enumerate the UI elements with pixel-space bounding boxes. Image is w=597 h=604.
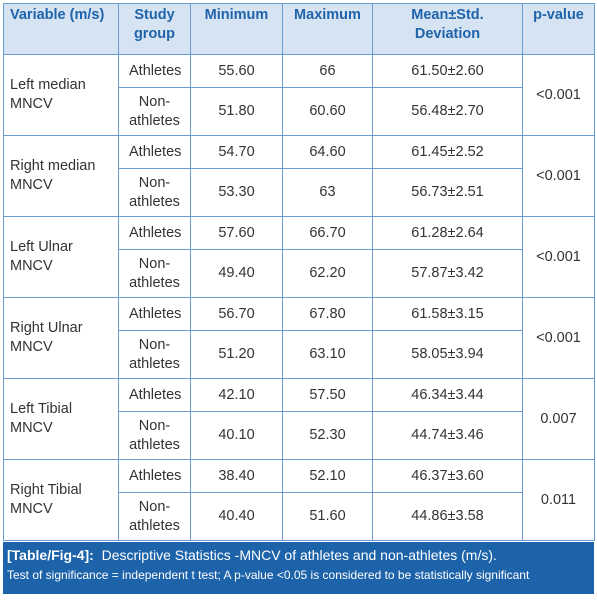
min-cell: 56.70 <box>190 297 283 331</box>
mean-sd-cell: 46.37±3.60 <box>372 459 523 493</box>
header-cell: Mean±Std. Deviation <box>372 3 523 55</box>
caption-note: Test of significance = independent t tes… <box>7 568 530 582</box>
mean-sd-cell: 44.74±3.46 <box>372 411 523 460</box>
table-row: Non-athletes 53.30 63 56.73±2.51 <box>4 168 595 217</box>
table-row: Right Tibial MNCV Athletes 38.40 52.10 46.37… <box>3 459 595 541</box>
data-table: Variable (m/s) Study group Minimum Maximum M… <box>3 3 595 541</box>
p-value-cell: <0.001 <box>522 54 595 136</box>
caption-text: Descriptive Statistics -MNCV of athletes… <box>101 547 497 563</box>
mean-sd-cell: 58.05±3.94 <box>372 330 523 379</box>
max-cell: 57.50 <box>282 378 373 412</box>
p-value-cell: <0.001 <box>522 297 595 379</box>
p-value-cell: <0.001 <box>522 135 595 217</box>
min-cell: 51.80 <box>190 87 283 136</box>
group-cell: Non-athletes <box>118 168 191 217</box>
max-cell: 63.10 <box>282 330 373 379</box>
max-cell: 64.60 <box>282 135 373 169</box>
group-cell: Athletes <box>118 54 191 88</box>
max-cell: 66.70 <box>282 216 373 250</box>
variable-cell: Right median MNCV <box>3 135 119 217</box>
group-cell: Athletes <box>118 378 191 412</box>
group-cell: Athletes <box>118 459 191 493</box>
mean-sd-cell: 61.45±2.52 <box>372 135 523 169</box>
header-cell: Minimum <box>190 3 283 55</box>
min-cell: 49.40 <box>190 249 283 298</box>
group-cell: Non-athletes <box>118 87 191 136</box>
mean-sd-cell: 56.48±2.70 <box>372 87 523 136</box>
mean-sd-cell: 46.34±3.44 <box>372 378 523 412</box>
variable-cell: Left Tibial MNCV <box>3 378 119 460</box>
variable-cell: Left median MNCV <box>3 54 119 136</box>
p-value-cell: 0.011 <box>522 459 595 541</box>
p-value-cell: <0.001 <box>522 216 595 298</box>
max-cell: 63 <box>282 168 373 217</box>
min-cell: 51.20 <box>190 330 283 379</box>
table-figure: Variable (m/s) Study group Minimum Maximum M… <box>3 3 595 594</box>
variable-cell: Right Tibial MNCV <box>3 459 119 541</box>
mean-sd-cell: 56.73±2.51 <box>372 168 523 217</box>
table-row: Non-athletes 40.40 51.60 44.86±3.58 <box>4 492 595 541</box>
min-cell: 55.60 <box>190 54 283 88</box>
max-cell: 51.60 <box>282 492 373 541</box>
mean-sd-cell: 61.58±3.15 <box>372 297 523 331</box>
max-cell: 62.20 <box>282 249 373 298</box>
table-row: Non-athletes 51.80 60.60 56.48±2.70 <box>4 87 595 136</box>
group-cell: Athletes <box>118 297 191 331</box>
table-row: Non-athletes 51.20 63.10 58.05±3.94 <box>4 330 595 379</box>
mean-sd-cell: 57.87±3.42 <box>372 249 523 298</box>
table-row: Left Tibial MNCV Athletes 42.10 57.50 46.34±… <box>3 378 595 460</box>
group-cell: Non-athletes <box>118 492 191 541</box>
header-cell: Study group <box>118 3 191 55</box>
table-row: Right Ulnar MNCV Athletes 56.70 67.80 61.58±… <box>3 297 595 379</box>
table-row: Right median MNCV Athletes 54.70 64.60 61.45… <box>3 135 595 217</box>
caption: [Table/Fig-4]: Descriptive Statistics -M… <box>3 542 594 594</box>
table-row: Left Ulnar MNCV Athletes 57.60 66.70 61.28±2… <box>3 216 595 298</box>
group-cell: Athletes <box>118 216 191 250</box>
min-cell: 38.40 <box>190 459 283 493</box>
variable-cell: Left Ulnar MNCV <box>3 216 119 298</box>
table-row: Left median MNCV Athletes 55.60 66 61.50±2.6… <box>3 54 595 136</box>
mean-sd-cell: 61.50±2.60 <box>372 54 523 88</box>
variable-cell: Right Ulnar MNCV <box>3 297 119 379</box>
header-cell: p-value <box>522 3 595 55</box>
min-cell: 57.60 <box>190 216 283 250</box>
min-cell: 54.70 <box>190 135 283 169</box>
max-cell: 67.80 <box>282 297 373 331</box>
group-cell: Athletes <box>118 135 191 169</box>
mean-sd-cell: 61.28±2.64 <box>372 216 523 250</box>
min-cell: 40.10 <box>190 411 283 460</box>
max-cell: 66 <box>282 54 373 88</box>
group-cell: Non-athletes <box>118 411 191 460</box>
max-cell: 52.30 <box>282 411 373 460</box>
max-cell: 52.10 <box>282 459 373 493</box>
p-value-cell: 0.007 <box>522 378 595 460</box>
header-row: Variable (m/s) Study group Minimum Maximum M… <box>3 3 595 55</box>
header-cell: Variable (m/s) <box>3 3 119 55</box>
min-cell: 42.10 <box>190 378 283 412</box>
table-body: Left median MNCV Athletes 55.60 66 61.50±2.6… <box>3 54 595 541</box>
min-cell: 40.40 <box>190 492 283 541</box>
group-cell: Non-athletes <box>118 330 191 379</box>
header-cell: Maximum <box>282 3 373 55</box>
caption-label: [Table/Fig-4]: <box>7 547 94 563</box>
table-row: Non-athletes 49.40 62.20 57.87±3.42 <box>4 249 595 298</box>
min-cell: 53.30 <box>190 168 283 217</box>
max-cell: 60.60 <box>282 87 373 136</box>
group-cell: Non-athletes <box>118 249 191 298</box>
mean-sd-cell: 44.86±3.58 <box>372 492 523 541</box>
